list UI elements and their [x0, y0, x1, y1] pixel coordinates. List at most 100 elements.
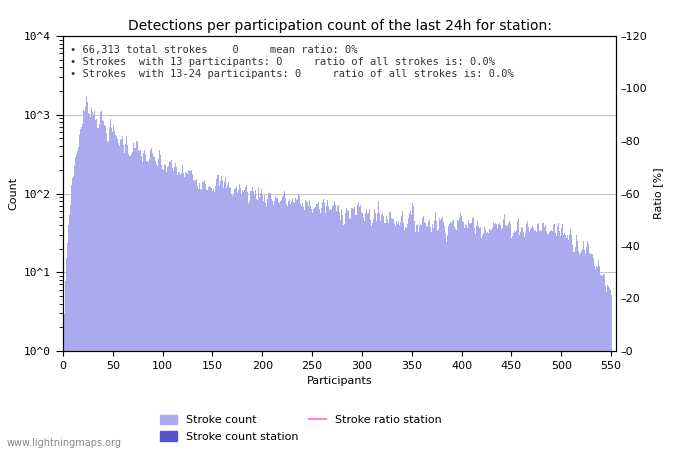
Bar: [473, 217, 474, 450]
Legend: Stroke count, Stroke count station, Stroke ratio station: Stroke count, Stroke count station, Stro…: [155, 410, 446, 446]
Bar: [400, 222, 401, 450]
Bar: [443, 222, 444, 450]
Bar: [428, 222, 429, 450]
Bar: [551, 230, 552, 450]
Bar: [204, 180, 205, 450]
Bar: [424, 222, 425, 450]
Bar: [466, 225, 467, 450]
Bar: [539, 231, 540, 450]
Bar: [359, 207, 360, 450]
Bar: [440, 220, 441, 450]
Bar: [69, 215, 71, 450]
Bar: [396, 221, 398, 450]
Bar: [608, 288, 610, 450]
Bar: [146, 161, 147, 450]
Bar: [211, 188, 212, 450]
Bar: [536, 232, 537, 450]
Bar: [457, 220, 458, 450]
Bar: [144, 149, 145, 450]
Bar: [171, 159, 172, 450]
Bar: [391, 218, 392, 450]
Bar: [266, 207, 267, 450]
Bar: [186, 173, 187, 450]
Bar: [164, 164, 165, 450]
Bar: [321, 202, 323, 450]
Bar: [499, 223, 500, 450]
Bar: [395, 225, 396, 450]
Bar: [487, 232, 488, 450]
Bar: [126, 136, 127, 450]
Bar: [116, 136, 118, 450]
Bar: [332, 206, 333, 450]
Bar: [142, 162, 144, 450]
Bar: [206, 190, 207, 450]
Bar: [93, 115, 95, 450]
Bar: [265, 203, 266, 450]
Bar: [302, 207, 304, 450]
Bar: [452, 221, 453, 450]
Bar: [435, 212, 436, 450]
Bar: [405, 227, 406, 450]
Bar: [169, 161, 170, 450]
Bar: [552, 231, 553, 450]
Bar: [490, 230, 491, 450]
X-axis label: Participants: Participants: [307, 376, 372, 386]
Bar: [469, 224, 470, 450]
Bar: [281, 197, 283, 450]
Bar: [292, 198, 293, 450]
Bar: [152, 153, 153, 450]
Bar: [165, 166, 166, 450]
Bar: [78, 147, 79, 450]
Bar: [105, 126, 106, 450]
Bar: [248, 201, 250, 450]
Bar: [462, 221, 463, 450]
Bar: [224, 182, 225, 450]
Bar: [244, 190, 245, 450]
Bar: [314, 207, 316, 450]
Bar: [73, 178, 74, 450]
Bar: [347, 210, 349, 450]
Bar: [519, 235, 520, 450]
Bar: [175, 163, 176, 450]
Bar: [356, 215, 358, 450]
Bar: [542, 223, 543, 450]
Bar: [267, 199, 268, 450]
Bar: [285, 198, 286, 450]
Bar: [80, 129, 81, 450]
Bar: [153, 156, 154, 450]
Bar: [471, 224, 472, 450]
Bar: [203, 182, 204, 450]
Bar: [256, 199, 257, 450]
Bar: [195, 180, 196, 450]
Bar: [188, 171, 189, 450]
Bar: [148, 162, 149, 450]
Bar: [92, 112, 93, 450]
Bar: [187, 174, 188, 450]
Bar: [464, 228, 465, 450]
Bar: [451, 223, 452, 450]
Bar: [516, 230, 517, 450]
Bar: [284, 191, 285, 450]
Bar: [546, 230, 547, 450]
Bar: [549, 232, 550, 450]
Bar: [531, 229, 532, 450]
Bar: [406, 228, 407, 450]
Bar: [344, 224, 346, 450]
Bar: [114, 130, 116, 450]
Bar: [474, 228, 475, 450]
Bar: [483, 233, 484, 450]
Bar: [496, 224, 497, 450]
Bar: [458, 221, 459, 450]
Bar: [179, 172, 180, 450]
Bar: [603, 274, 605, 450]
Bar: [168, 166, 169, 450]
Bar: [271, 198, 272, 450]
Bar: [467, 229, 468, 450]
Bar: [297, 198, 298, 450]
Bar: [394, 224, 395, 450]
Bar: [240, 188, 241, 450]
Bar: [151, 148, 152, 450]
Bar: [283, 195, 284, 450]
Bar: [526, 224, 527, 450]
Bar: [601, 276, 603, 450]
